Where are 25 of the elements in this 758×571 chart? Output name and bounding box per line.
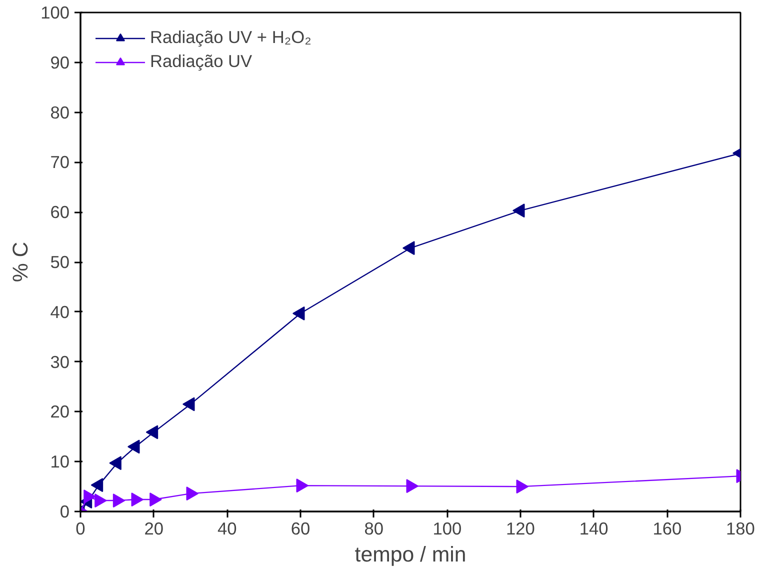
y-tick-label: 20 [50, 402, 70, 422]
x-tick-label: 120 [506, 518, 535, 538]
x-tick-label: 20 [144, 518, 164, 538]
y-tick-label: 70 [50, 152, 70, 172]
x-axis-title: tempo / min [354, 542, 466, 566]
x-tick-label: 80 [364, 518, 384, 538]
y-tick-label: 10 [50, 452, 70, 472]
x-tick-label: 180 [726, 518, 755, 538]
y-tick-label: 40 [50, 302, 70, 322]
y-tick-label: 60 [50, 202, 70, 222]
x-tick-label: 0 [76, 518, 86, 538]
y-tick-label: 0 [60, 502, 70, 522]
legend-label: Radiação UV + H₂O₂ [150, 27, 312, 48]
y-axis-title: % C [8, 242, 33, 282]
y-tick-label: 30 [50, 352, 70, 372]
x-tick-label: 40 [218, 518, 237, 538]
x-tick-label: 60 [290, 518, 310, 538]
legend-label: Radiação UV [150, 51, 252, 72]
y-tick-label: 50 [50, 252, 70, 272]
x-tick-label: 160 [652, 518, 682, 538]
x-tick-label: 140 [579, 518, 608, 538]
y-tick-label: 90 [50, 52, 70, 72]
x-tick-label: 100 [432, 518, 462, 538]
y-tick-label: 80 [50, 102, 70, 122]
y-tick-label: 100 [40, 2, 70, 22]
